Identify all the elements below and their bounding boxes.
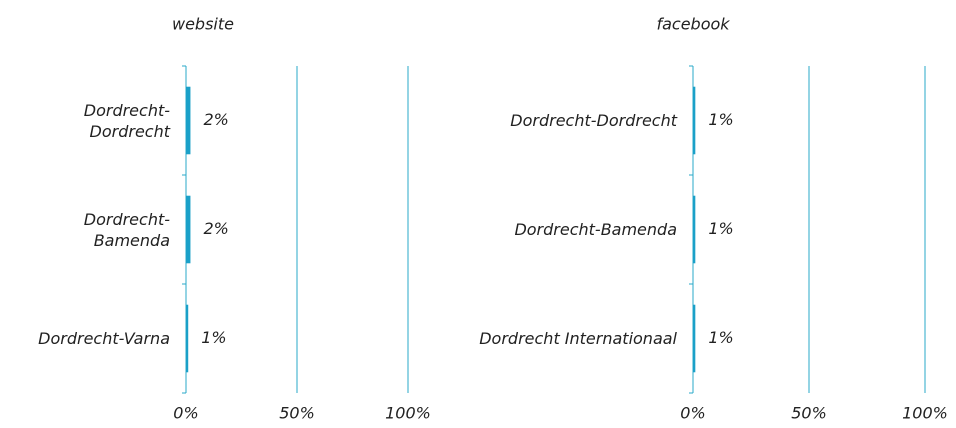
category-label: Dordrecht-Varna xyxy=(38,329,170,348)
x-tick-label: 0% xyxy=(680,404,705,423)
value-label: 1% xyxy=(708,219,733,238)
category-label: Dordrecht-Dordrecht xyxy=(510,111,677,130)
bar xyxy=(693,195,696,264)
bar xyxy=(693,304,696,373)
value-label: 2% xyxy=(203,110,228,129)
category-label: Dordrecht-Dordrecht xyxy=(83,100,170,141)
chart-title: facebook xyxy=(656,15,730,34)
category-label: Dordrecht-Bamenda xyxy=(83,209,170,250)
value-label: 2% xyxy=(203,219,228,238)
x-tick-label: 50% xyxy=(791,404,827,423)
bar xyxy=(186,304,189,373)
value-label: 1% xyxy=(201,328,226,347)
bar xyxy=(186,195,191,264)
category-label: Dordrecht Internationaal xyxy=(479,329,677,348)
x-tick-label: 50% xyxy=(279,404,315,423)
value-label: 1% xyxy=(708,110,733,129)
category-label: Dordrecht-Bamenda xyxy=(514,220,677,239)
bar xyxy=(186,86,191,155)
bar xyxy=(693,86,696,155)
x-tick-label: 100% xyxy=(902,404,948,423)
value-label: 1% xyxy=(708,328,733,347)
x-tick-label: 0% xyxy=(173,404,198,423)
x-tick-label: 100% xyxy=(385,404,431,423)
chart-title: website xyxy=(172,15,234,34)
